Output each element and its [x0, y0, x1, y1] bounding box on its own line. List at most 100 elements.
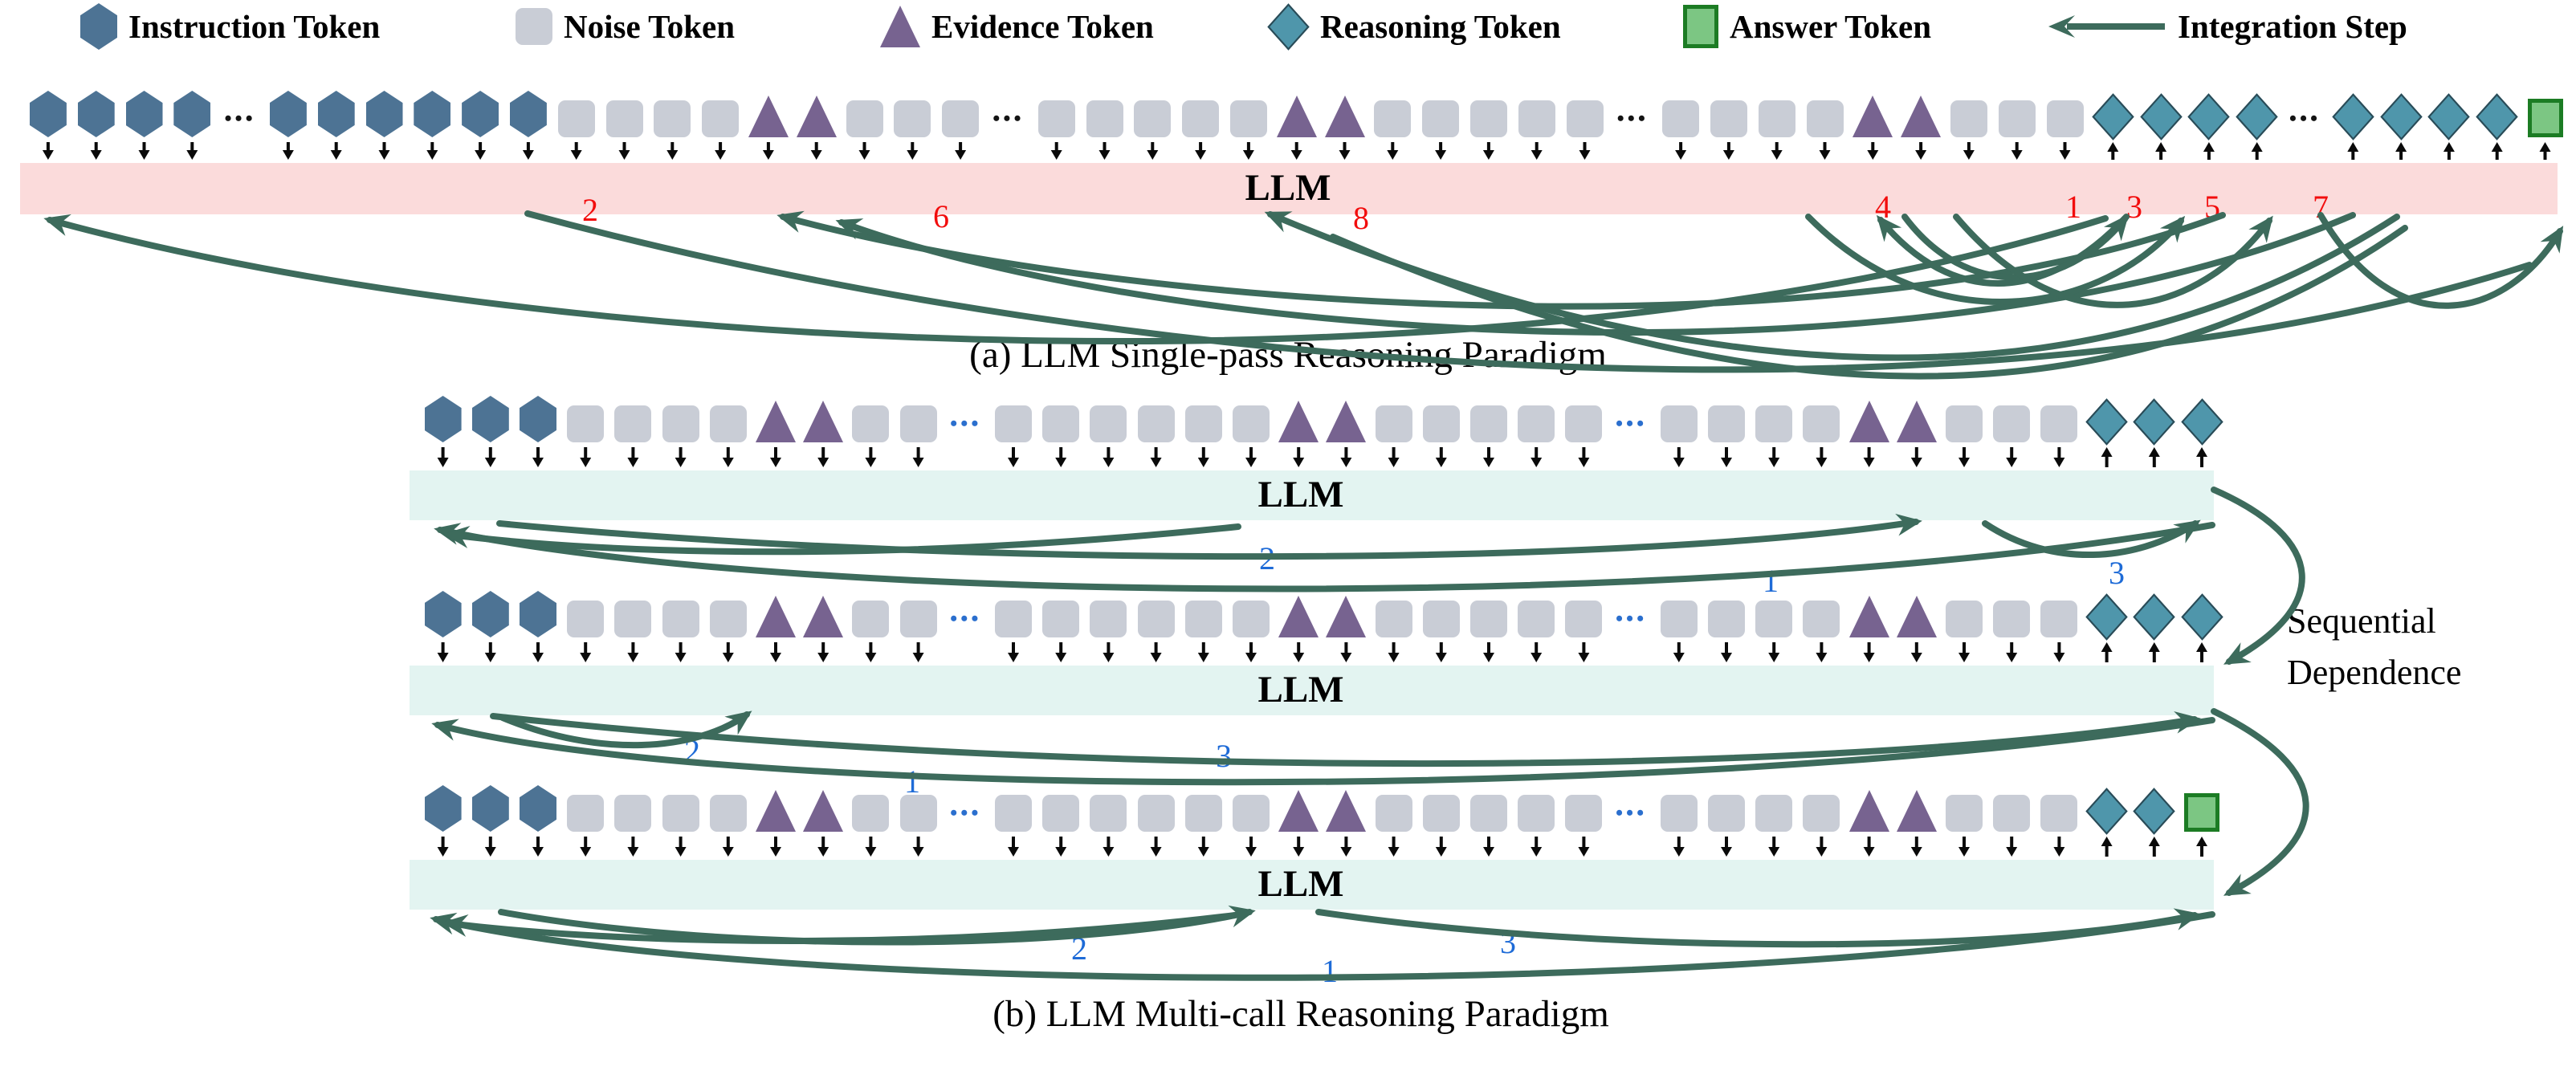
- noise-token: [1708, 795, 1745, 832]
- arrowhead-icon: [1578, 458, 1590, 467]
- noise-token: [1660, 405, 1698, 442]
- arrowhead-icon: [138, 150, 150, 160]
- noise-token: [1422, 100, 1460, 137]
- arrowhead-icon: [865, 847, 877, 857]
- legend-label: Noise Token: [564, 8, 736, 45]
- arrowhead-icon: [627, 458, 639, 467]
- noise-token: [1708, 601, 1745, 637]
- arrowhead-icon: [437, 653, 449, 662]
- arrowhead-icon: [715, 150, 727, 160]
- arrowhead-icon: [1098, 150, 1111, 160]
- noise-token: [1469, 100, 1507, 137]
- llm-band-b1: [410, 470, 2214, 520]
- arrowhead-icon: [2053, 847, 2065, 857]
- integration-step-arrow: [490, 711, 2201, 768]
- arrowhead-icon: [1958, 847, 1970, 857]
- arrowhead-icon: [1768, 653, 1780, 662]
- arrowhead-icon: [1050, 150, 1062, 160]
- ellipsis-dots: •••: [1615, 801, 1648, 825]
- arrowhead-icon: [722, 653, 734, 662]
- integration-step-arrow: [835, 212, 2356, 336]
- arrowhead-icon: [1340, 458, 1352, 467]
- arrowhead-icon: [532, 458, 544, 467]
- arrowhead-icon: [1055, 458, 1067, 467]
- noise-token: [1375, 795, 1412, 832]
- integration-step-arrow: [430, 911, 2215, 981]
- evidence-token: [803, 790, 844, 832]
- noise-token: [709, 405, 747, 442]
- noise-token: [567, 601, 605, 637]
- noise-token: [995, 795, 1032, 832]
- ellipsis-dots: •••: [1615, 412, 1648, 435]
- arrowhead-icon: [907, 150, 919, 160]
- noise-token: [709, 795, 747, 832]
- arrowhead-icon: [2101, 642, 2113, 652]
- arrowhead-icon: [1147, 150, 1159, 160]
- legend-item-noise: Noise Token: [516, 2, 735, 51]
- arrowhead-icon: [2148, 837, 2160, 846]
- arrowhead-icon: [1435, 458, 1447, 467]
- arrowhead-icon: [1816, 653, 1828, 662]
- arrowhead-icon: [1245, 458, 1257, 467]
- llm-band-a: [20, 163, 2558, 214]
- arrowhead-icon: [1388, 458, 1400, 467]
- evidence-token: [803, 401, 844, 442]
- llm-label-a: LLM: [1245, 167, 1331, 209]
- evidence-token: [796, 96, 837, 137]
- arrowhead-icon: [1721, 847, 1732, 857]
- arrowhead-icon: [1863, 458, 1875, 467]
- noise-token: [1037, 100, 1075, 137]
- noise-token: [614, 405, 652, 442]
- noise-token: [1518, 795, 1555, 832]
- noise-token: [1375, 405, 1412, 442]
- arrowhead-icon: [1242, 150, 1254, 160]
- llm-label-b2: LLM: [1257, 669, 1344, 711]
- arrowhead-icon: [570, 150, 582, 160]
- ellipsis-dots: •••: [950, 412, 982, 435]
- noise-token: [654, 100, 691, 137]
- noise-token: [1090, 795, 1127, 832]
- sequential-dependence-arrow: [2211, 487, 2305, 665]
- noise-token: [995, 601, 1032, 637]
- noise-token: [1422, 405, 1460, 442]
- arrowhead-icon: [1197, 458, 1209, 467]
- arrowhead-icon: [627, 847, 639, 857]
- arrowhead-icon: [426, 150, 438, 160]
- arrowhead-icon: [1388, 653, 1400, 662]
- evidence-token: [1326, 790, 1367, 832]
- arrowhead-icon: [770, 847, 781, 857]
- arrowhead-icon: [1482, 150, 1494, 160]
- noise-token: [1137, 601, 1175, 637]
- noise-token: [1565, 601, 1603, 637]
- arrowhead-icon: [1816, 847, 1828, 857]
- noise-token: [852, 795, 890, 832]
- arrowhead-icon: [475, 150, 487, 160]
- caption-b: (b) LLM Multi-call Reasoning Paradigm: [992, 993, 1609, 1035]
- integration-step-arrow: [1315, 908, 2201, 948]
- noise-token: [1993, 405, 2031, 442]
- arrowhead-icon: [1388, 847, 1400, 857]
- evidence-token: [1896, 596, 1937, 637]
- noise-token: [899, 601, 937, 637]
- integration-step-number: 3: [1216, 738, 1232, 774]
- arrowhead-icon: [1055, 653, 1067, 662]
- sequential-dependence-arrow: [2211, 708, 2309, 896]
- integration-step-arrow: [496, 513, 1922, 560]
- noise-token: [702, 100, 740, 137]
- noise-token: [1134, 100, 1172, 137]
- arrowhead-icon: [2053, 653, 2065, 662]
- noise-token: [899, 795, 937, 832]
- noise-token: [1375, 601, 1412, 637]
- arrowhead-icon: [1768, 458, 1780, 467]
- sequential-line: Sequential: [2287, 601, 2436, 641]
- arrowhead-icon: [580, 847, 592, 857]
- llm-band-b2: [410, 666, 2214, 715]
- arrowhead-icon: [1197, 653, 1209, 662]
- arrowhead-icon: [1579, 150, 1591, 160]
- arrowhead-icon: [1910, 847, 1922, 857]
- ellipsis-dots: •••: [1615, 607, 1648, 630]
- integration-step-arrow: [524, 210, 2533, 373]
- arrowhead-icon: [532, 653, 544, 662]
- noise-token: [1755, 601, 1793, 637]
